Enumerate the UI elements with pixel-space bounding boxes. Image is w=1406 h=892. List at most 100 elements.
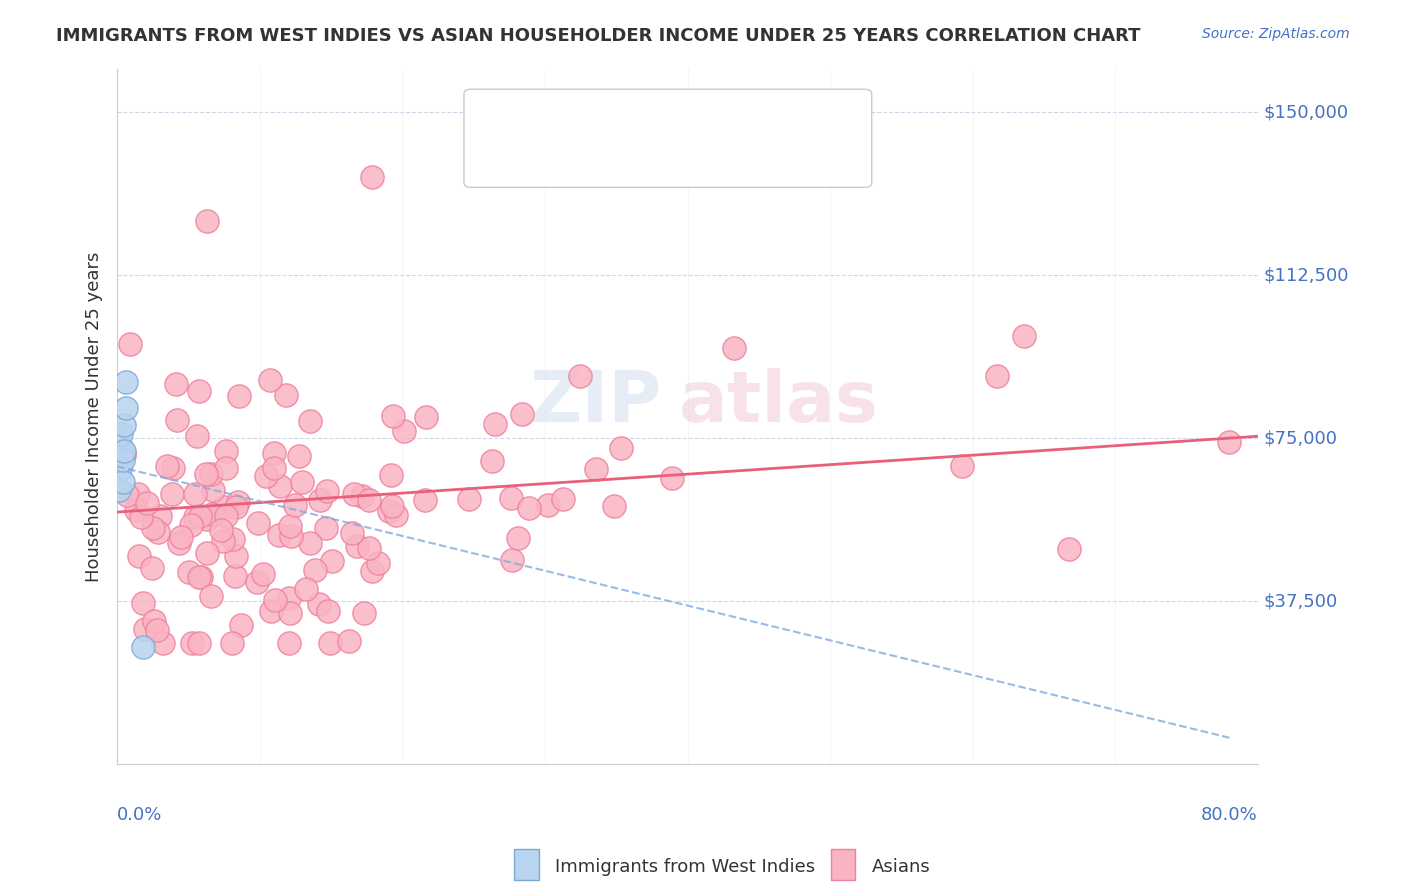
Point	[484, 417, 506, 431]
Point	[357, 541, 380, 555]
Point	[200, 467, 222, 482]
Point	[110, 440, 132, 454]
Point	[221, 635, 243, 649]
Text: ZIP: ZIP	[530, 368, 662, 437]
Point	[224, 569, 246, 583]
Point	[278, 518, 301, 533]
Point	[142, 521, 165, 535]
Point	[986, 368, 1008, 383]
Point	[260, 604, 283, 618]
Point	[321, 554, 343, 568]
Point	[184, 487, 207, 501]
Point	[506, 531, 529, 545]
Point	[346, 539, 368, 553]
Point	[315, 521, 337, 535]
Point	[170, 530, 193, 544]
Point	[128, 549, 150, 563]
Point	[367, 556, 389, 570]
Point	[284, 498, 307, 512]
Point	[1059, 542, 1081, 557]
Text: 80.0%: 80.0%	[1201, 806, 1258, 824]
Text: $150,000: $150,000	[1264, 103, 1348, 121]
Point	[353, 606, 375, 620]
Point	[188, 635, 211, 649]
Point	[162, 460, 184, 475]
Text: 0.0%: 0.0%	[117, 806, 163, 824]
Text: $112,500: $112,500	[1264, 266, 1350, 284]
Point	[180, 517, 202, 532]
Point	[340, 525, 363, 540]
Point	[380, 467, 402, 482]
Point	[195, 546, 218, 560]
Point	[112, 448, 135, 462]
Point	[152, 635, 174, 649]
Point	[360, 564, 382, 578]
Point	[350, 489, 373, 503]
Point	[585, 461, 607, 475]
Point	[308, 598, 330, 612]
Point	[202, 483, 225, 497]
Text: $75,000: $75,000	[1264, 429, 1337, 447]
Point	[228, 389, 250, 403]
Point	[132, 640, 155, 654]
Point	[569, 369, 592, 384]
Point	[294, 582, 316, 596]
Point	[129, 509, 152, 524]
Point	[519, 500, 541, 515]
Text: Immigrants from West Indies: Immigrants from West Indies	[555, 858, 815, 876]
Point	[187, 570, 209, 584]
Point	[148, 524, 170, 539]
Point	[229, 617, 252, 632]
Point	[127, 487, 149, 501]
Point	[186, 429, 208, 443]
Point	[194, 467, 217, 481]
Point	[247, 516, 270, 530]
Point	[184, 510, 207, 524]
Point	[381, 409, 404, 424]
Point	[188, 509, 211, 524]
Point	[385, 508, 408, 523]
Point	[225, 500, 247, 514]
Point	[1218, 435, 1240, 450]
Point	[215, 443, 238, 458]
Text: $37,500: $37,500	[1264, 592, 1339, 610]
Point	[111, 453, 134, 467]
Point	[501, 553, 523, 567]
Point	[381, 499, 404, 513]
Point	[112, 444, 135, 458]
Text: Asians: Asians	[872, 858, 931, 876]
Point	[337, 633, 360, 648]
Point	[125, 503, 148, 517]
Point	[114, 375, 136, 389]
Point	[309, 492, 332, 507]
Text: Source: ZipAtlas.com: Source: ZipAtlas.com	[1202, 27, 1350, 41]
Point	[277, 591, 299, 605]
Point	[221, 532, 243, 546]
Point	[112, 418, 135, 433]
Point	[481, 454, 503, 468]
Point	[536, 498, 558, 512]
Point	[141, 561, 163, 575]
Text: atlas: atlas	[679, 368, 879, 437]
Point	[167, 536, 190, 550]
Point	[316, 604, 339, 618]
Point	[225, 549, 247, 564]
Point	[136, 495, 159, 509]
Point	[132, 597, 155, 611]
Point	[201, 507, 224, 521]
Point	[111, 475, 134, 489]
Point	[510, 408, 533, 422]
Point	[316, 483, 339, 498]
Point	[252, 567, 274, 582]
Point	[211, 533, 233, 548]
Point	[263, 593, 285, 607]
Point	[195, 512, 218, 526]
Point	[357, 493, 380, 508]
Point	[278, 606, 301, 620]
Point	[110, 426, 132, 441]
Point	[723, 341, 745, 355]
Point	[165, 376, 187, 391]
Point	[160, 487, 183, 501]
Point	[263, 461, 285, 475]
Point	[415, 409, 437, 424]
